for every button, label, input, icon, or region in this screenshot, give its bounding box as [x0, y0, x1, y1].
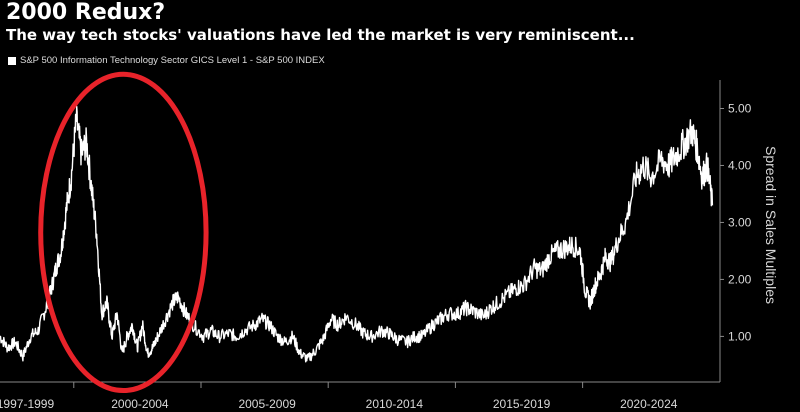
y-tick-label: 2.00 — [728, 272, 752, 286]
series-line — [0, 105, 714, 363]
x-tick-label: 2000-2004 — [111, 397, 169, 411]
chart-title: 2000 Redux? — [6, 0, 166, 25]
x-tick-label: 2020-2024 — [620, 397, 678, 411]
y-tick-label: 5.00 — [728, 101, 752, 115]
x-tick-label: 2005-2009 — [238, 397, 296, 411]
highlight-ellipse — [38, 71, 209, 394]
chart-subtitle: The way tech stocks' valuations have led… — [6, 26, 635, 44]
legend: S&P 500 Information Technology Sector GI… — [8, 55, 325, 66]
y-tick-label: 1.00 — [728, 329, 752, 343]
x-tick-label: 2010-2014 — [366, 397, 424, 411]
y-tick-label: 3.00 — [728, 215, 752, 229]
legend-label: S&P 500 Information Technology Sector GI… — [20, 55, 325, 66]
y-tick-label: 4.00 — [728, 158, 752, 172]
x-tick-label: 1997-1999 — [0, 397, 54, 411]
y-axis-label: Spread in Sales Multiples — [763, 146, 779, 304]
legend-swatch — [8, 56, 16, 65]
x-tick-label: 2015-2019 — [493, 397, 551, 411]
